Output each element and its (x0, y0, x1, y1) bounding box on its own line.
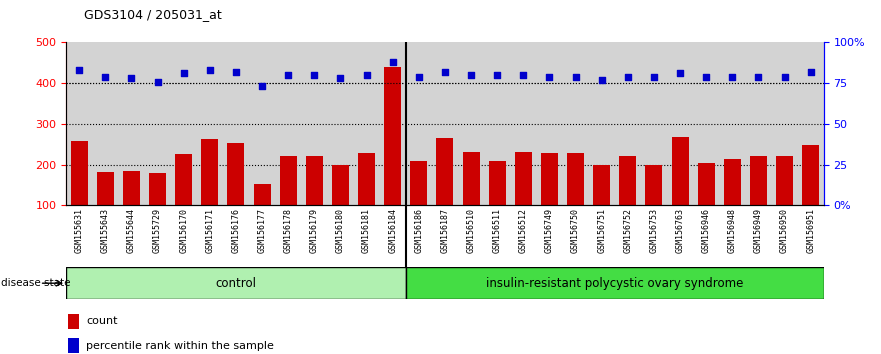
Text: disease state: disease state (1, 278, 70, 288)
Point (516, 72, 530, 78)
Bar (489, 161, 506, 246)
Point (621, 74, 635, 80)
Text: GSM156511: GSM156511 (492, 209, 501, 253)
Text: GSM156950: GSM156950 (780, 209, 789, 253)
Text: GSM156179: GSM156179 (310, 209, 319, 253)
Bar (227, 143, 244, 246)
Point (124, 75, 138, 81)
Point (281, 72, 295, 78)
Bar (175, 154, 192, 246)
Point (464, 72, 478, 78)
Bar (646, 165, 663, 246)
Text: GSM156751: GSM156751 (597, 209, 606, 253)
Bar (436, 138, 454, 246)
Text: GSM156184: GSM156184 (389, 209, 397, 253)
Point (411, 74, 426, 80)
Point (543, 74, 557, 80)
Point (803, 69, 818, 75)
Bar (619, 156, 636, 246)
Text: GSM155631: GSM155631 (75, 209, 84, 253)
Text: GSM156180: GSM156180 (336, 209, 344, 253)
Point (176, 70, 190, 76)
Point (595, 77, 609, 83)
Bar (358, 153, 375, 246)
Point (568, 74, 582, 80)
Bar (70, 141, 87, 246)
Point (72, 67, 86, 73)
Text: GSM156186: GSM156186 (414, 209, 423, 253)
Point (255, 84, 269, 89)
Point (359, 72, 374, 78)
Text: GSM156181: GSM156181 (362, 209, 371, 253)
Point (673, 70, 687, 76)
Bar (201, 139, 218, 246)
Bar (463, 152, 479, 246)
Bar (803, 145, 819, 246)
Text: GSM156749: GSM156749 (545, 209, 554, 253)
Bar (384, 67, 401, 246)
Point (307, 72, 322, 78)
Bar (698, 162, 714, 246)
Bar (332, 165, 349, 246)
Point (751, 74, 766, 80)
Point (229, 69, 243, 75)
Point (725, 74, 739, 80)
Text: percentile rank within the sample: percentile rank within the sample (86, 341, 274, 351)
Text: count: count (86, 316, 117, 326)
Bar (724, 159, 741, 246)
Text: GSM156949: GSM156949 (754, 209, 763, 253)
Point (386, 59, 400, 65)
Text: insulin-resistant polycystic ovary syndrome: insulin-resistant polycystic ovary syndr… (486, 277, 744, 290)
Text: GSM156752: GSM156752 (623, 209, 633, 253)
Text: control: control (215, 277, 256, 290)
Text: GSM156510: GSM156510 (467, 209, 476, 253)
Point (98, 74, 112, 80)
Bar (671, 137, 689, 246)
Bar (149, 173, 166, 246)
Text: GSM156948: GSM156948 (728, 209, 737, 253)
Text: GSM155643: GSM155643 (100, 209, 110, 253)
Point (203, 67, 217, 73)
Text: GSM156176: GSM156176 (232, 209, 241, 253)
Text: GSM156753: GSM156753 (649, 209, 658, 253)
Text: GDS3104 / 205031_at: GDS3104 / 205031_at (84, 8, 221, 21)
Text: GSM156750: GSM156750 (571, 209, 580, 253)
Text: GSM156187: GSM156187 (440, 209, 449, 253)
Bar (567, 153, 584, 246)
Bar (411, 161, 427, 246)
Point (438, 69, 452, 75)
Point (490, 72, 504, 78)
Bar (69, 314, 79, 329)
Bar (122, 171, 140, 246)
Bar (66, 267, 406, 299)
Text: GSM156951: GSM156951 (806, 209, 815, 253)
Bar (541, 153, 558, 246)
Bar (306, 156, 322, 246)
Bar (69, 338, 79, 353)
Bar (406, 267, 824, 299)
Text: GSM155729: GSM155729 (153, 209, 162, 253)
Text: GSM156512: GSM156512 (519, 209, 528, 253)
Text: GSM156946: GSM156946 (701, 209, 711, 253)
Bar (593, 165, 611, 246)
Text: GSM156763: GSM156763 (676, 209, 685, 253)
Text: GSM155644: GSM155644 (127, 209, 136, 253)
Point (700, 74, 714, 80)
Bar (279, 156, 297, 246)
Bar (97, 172, 114, 246)
Text: GSM156171: GSM156171 (205, 209, 214, 253)
Bar (254, 184, 270, 246)
Point (647, 74, 661, 80)
Bar (750, 156, 766, 246)
Point (778, 74, 792, 80)
Text: GSM156177: GSM156177 (257, 209, 267, 253)
Bar (776, 156, 793, 246)
Point (333, 75, 347, 81)
Point (151, 79, 165, 84)
Bar (515, 152, 532, 246)
Text: GSM156170: GSM156170 (179, 209, 189, 253)
Text: GSM156178: GSM156178 (284, 209, 292, 253)
